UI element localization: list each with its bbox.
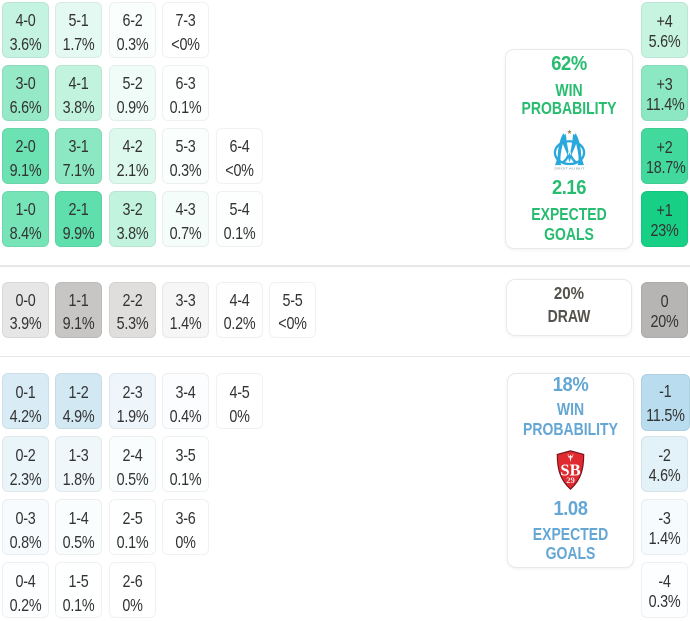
svg-text:SB: SB xyxy=(560,460,580,479)
svg-text:29: 29 xyxy=(566,474,575,484)
svg-text:DROIT AU BUT: DROIT AU BUT xyxy=(554,168,585,171)
